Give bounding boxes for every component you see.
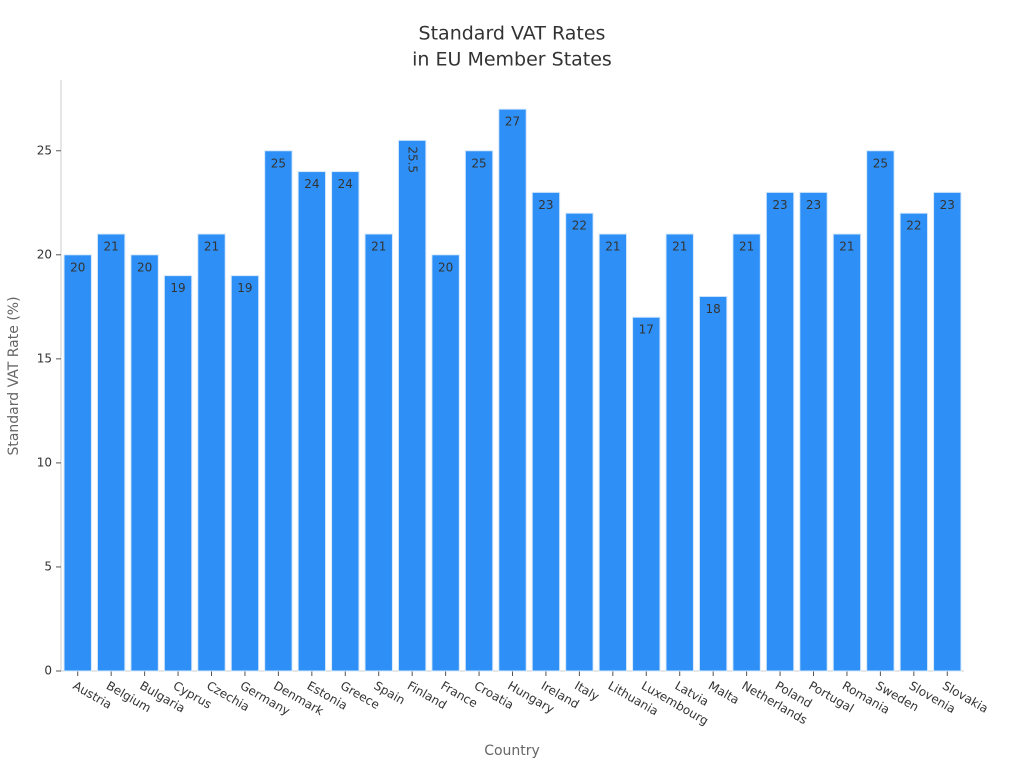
data-label: 20 (137, 260, 152, 274)
bar (732, 233, 761, 672)
bar (96, 233, 126, 672)
bar (331, 171, 360, 672)
bar (498, 108, 527, 672)
data-label: 25 (471, 156, 486, 170)
bar (698, 295, 728, 672)
data-label: 20 (438, 260, 453, 274)
bar (598, 233, 628, 672)
data-label: 27 (505, 115, 520, 129)
bar (565, 212, 594, 672)
y-tick-label: 5 (44, 559, 52, 573)
bar (163, 275, 193, 672)
y-tick-label: 15 (37, 351, 52, 365)
data-label: 23 (772, 198, 787, 212)
y-axis-label: Standard VAT Rate (%) (6, 296, 22, 455)
chart-title: Standard VAT Rates (419, 23, 606, 45)
bar (899, 212, 929, 672)
data-label: 21 (371, 239, 386, 253)
data-label: 23 (538, 198, 553, 212)
data-label: 22 (906, 219, 921, 233)
bar (197, 233, 226, 672)
data-label: 19 (237, 281, 252, 295)
bar (431, 254, 460, 672)
data-label: 19 (170, 281, 185, 295)
data-label: 21 (605, 239, 620, 253)
data-label: 17 (639, 323, 654, 337)
x-tick-label: Malta (706, 679, 742, 708)
bar (364, 233, 393, 672)
bar (264, 150, 293, 672)
data-label: 25.5 (406, 146, 420, 173)
data-label: 21 (204, 239, 219, 253)
data-label: 22 (572, 219, 587, 233)
data-label: 20 (70, 260, 85, 274)
data-label: 24 (338, 177, 353, 191)
data-label: 21 (739, 239, 754, 253)
bar (665, 233, 694, 672)
bar (832, 233, 862, 672)
bar (63, 254, 92, 672)
bar (799, 191, 828, 672)
bar (230, 275, 260, 672)
y-tick-label: 10 (37, 455, 52, 469)
data-label: 23 (940, 198, 955, 212)
x-axis-label: Country (484, 743, 540, 759)
y-tick-label: 20 (37, 247, 52, 261)
bar (632, 316, 661, 672)
data-label: 21 (104, 239, 119, 253)
bar (933, 191, 962, 672)
y-tick-label: 25 (37, 143, 52, 157)
data-label: 21 (672, 239, 687, 253)
data-label: 21 (839, 239, 854, 253)
bar (531, 191, 561, 672)
data-label: 25 (873, 156, 888, 170)
bar (866, 150, 895, 672)
bar (297, 171, 327, 672)
chart-title: in EU Member States (412, 49, 612, 71)
bar (397, 139, 427, 672)
bar (464, 150, 494, 672)
bar (130, 254, 159, 672)
data-label: 18 (706, 302, 721, 316)
bar (765, 191, 795, 672)
data-label: 24 (304, 177, 319, 191)
data-label: 23 (806, 198, 821, 212)
data-label: 25 (271, 156, 286, 170)
y-tick-label: 0 (44, 664, 52, 678)
